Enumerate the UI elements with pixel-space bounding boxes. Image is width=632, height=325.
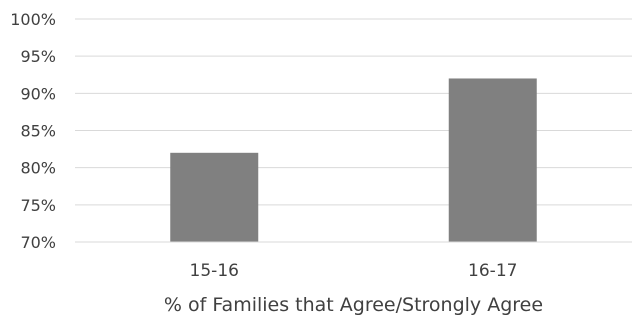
x-axis-category-labels: 15-16 16-17	[190, 261, 518, 281]
category-label: 16-17	[468, 261, 517, 281]
y-tick-label: 75%	[20, 196, 56, 215]
bar-16-17	[448, 78, 537, 242]
category-label: 15-16	[190, 261, 239, 281]
y-axis-tick-labels: 70% 75% 80% 85% 90% 95% 100%	[10, 10, 56, 252]
y-tick-label: 85%	[20, 122, 56, 141]
x-axis-title: % of Families that Agree/Strongly Agree	[164, 294, 543, 316]
gridlines	[75, 18, 632, 206]
y-tick-label: 100%	[10, 10, 56, 29]
y-tick-label: 70%	[20, 233, 56, 252]
y-tick-label: 95%	[20, 47, 56, 66]
y-tick-label: 80%	[20, 159, 56, 178]
bars	[170, 78, 537, 242]
bar-15-16	[170, 152, 259, 242]
y-tick-label: 90%	[20, 84, 56, 103]
